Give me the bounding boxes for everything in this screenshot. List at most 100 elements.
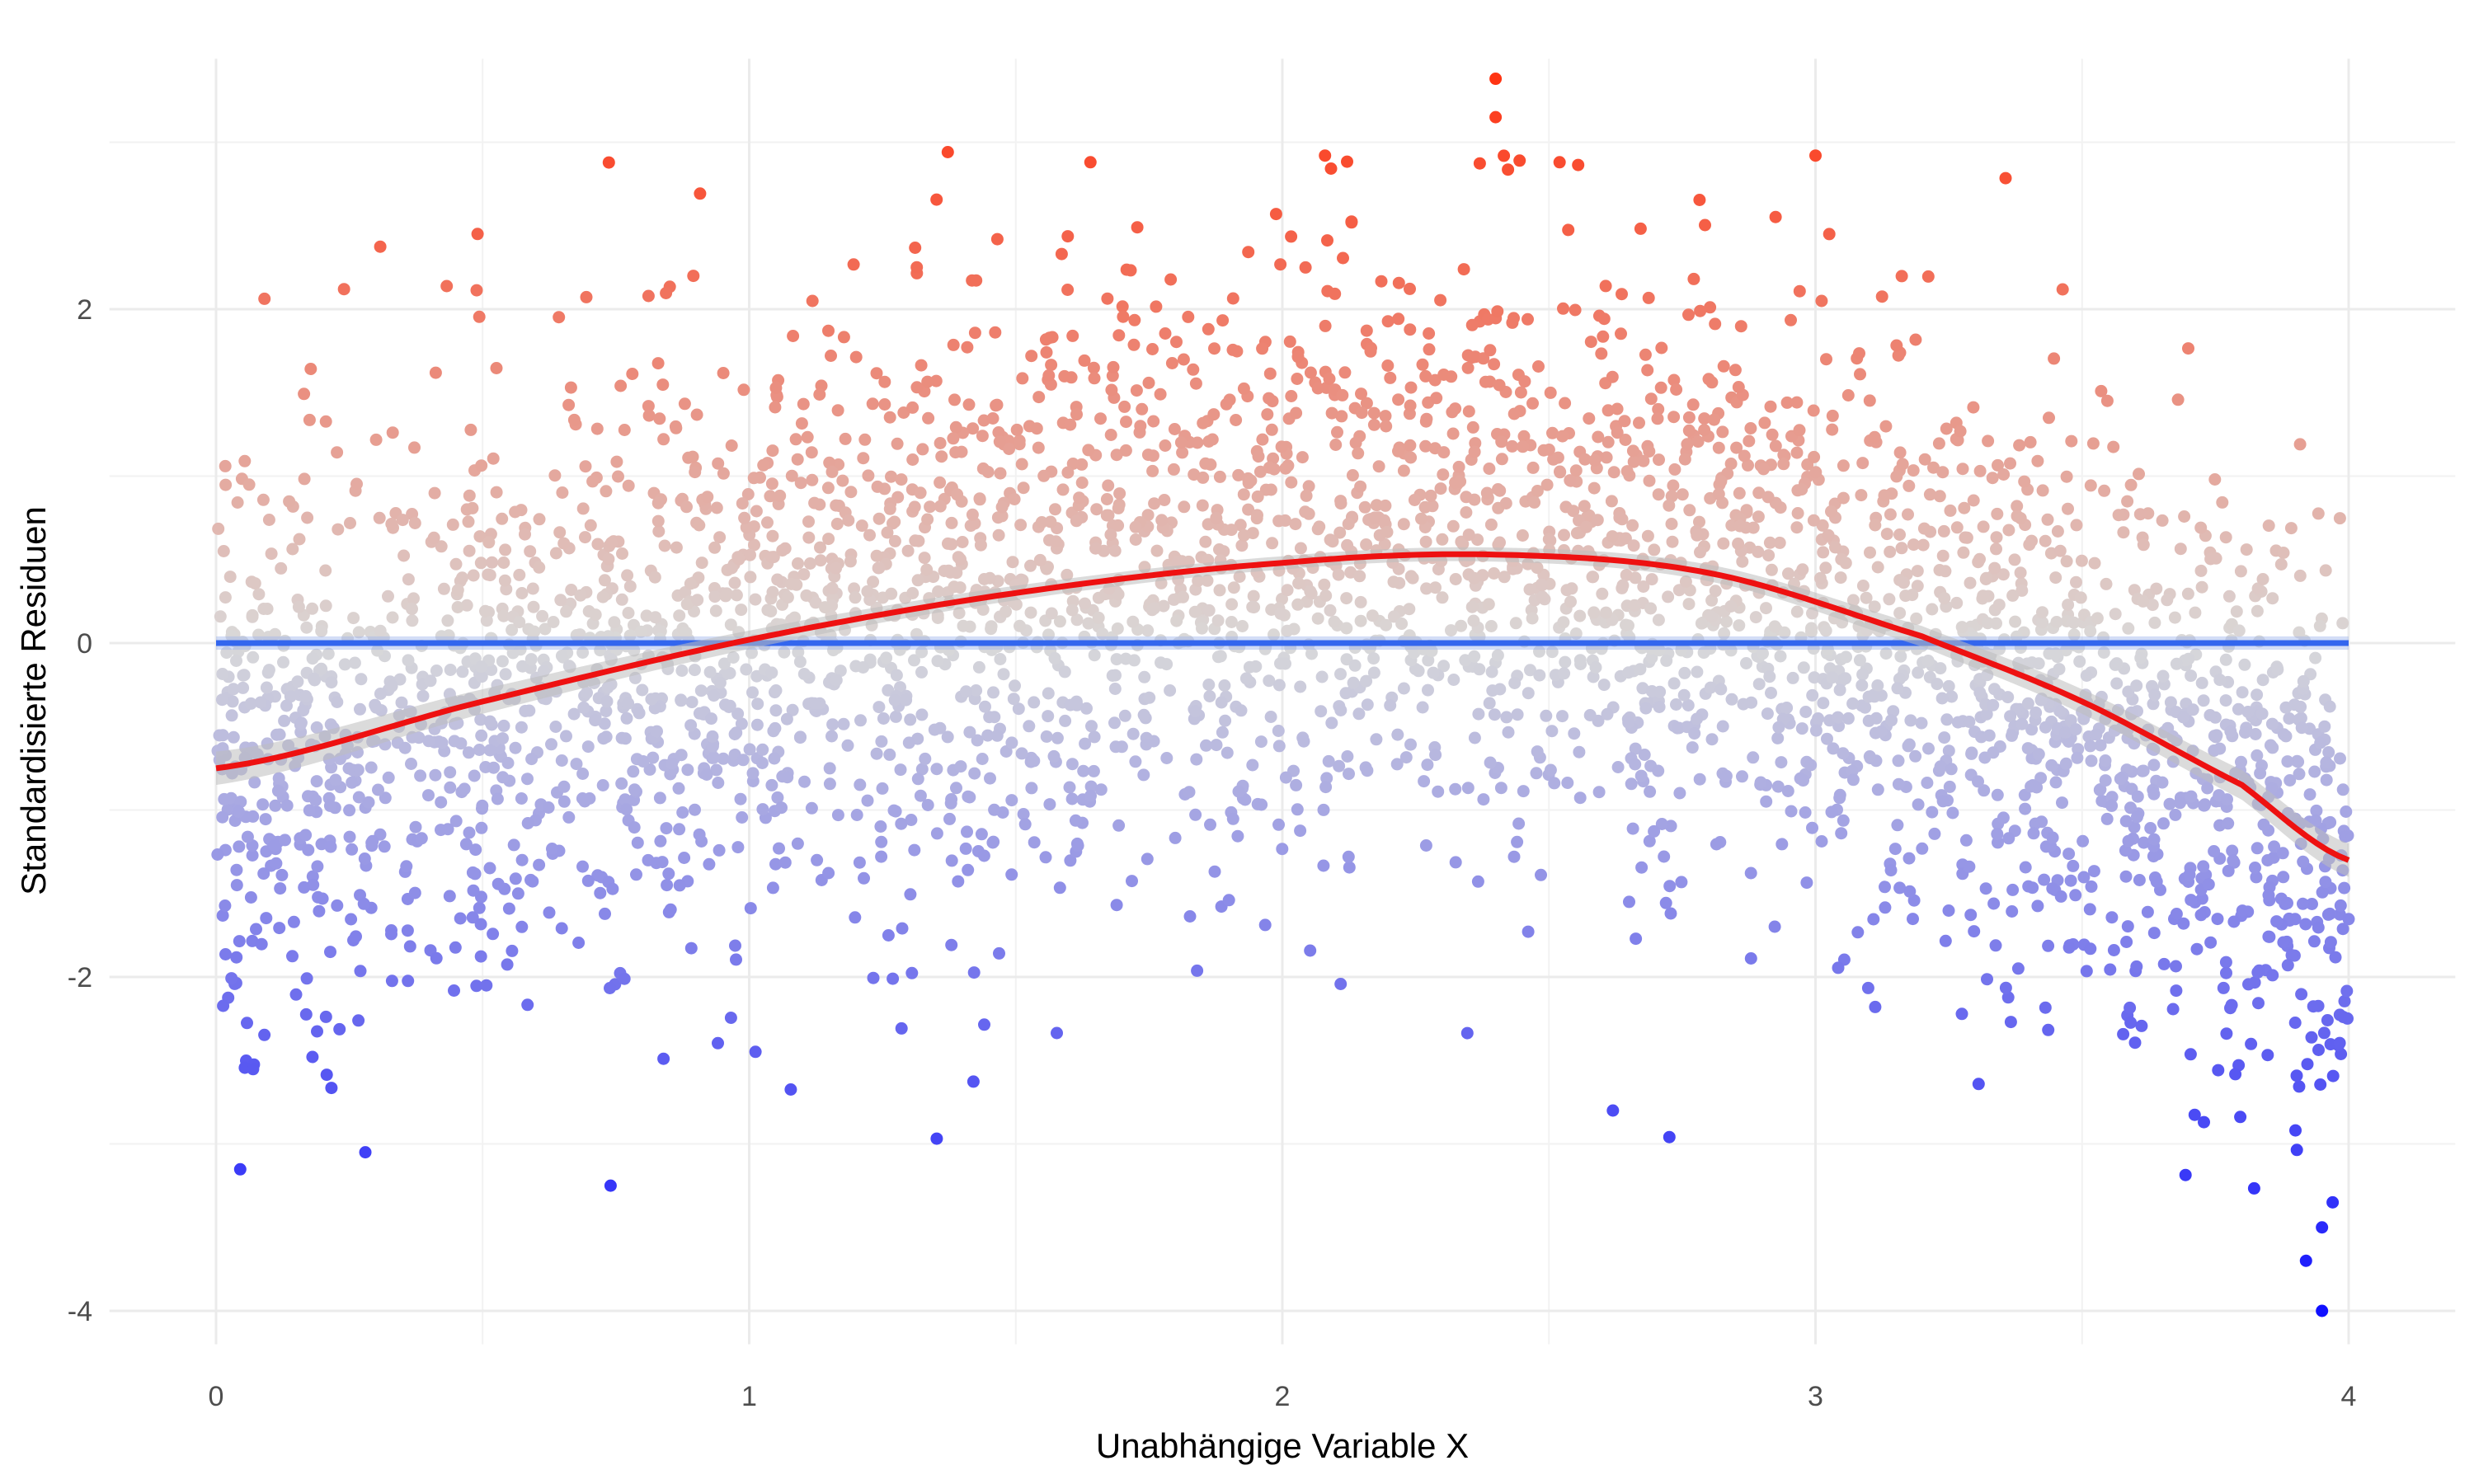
data-point [1747,751,1760,764]
data-point [600,695,614,708]
data-point [460,599,473,612]
data-point [1589,661,1602,674]
data-point [1140,738,1153,751]
data-point [355,673,368,686]
data-point [1893,446,1907,459]
data-point [1120,416,1132,429]
data-point [1353,570,1366,583]
data-point [1997,468,2011,481]
data-point [1263,367,1277,380]
data-point [306,602,319,615]
data-point [1782,567,1794,580]
data-point [1921,270,1935,283]
data-point [252,628,265,641]
data-point [724,1012,737,1024]
data-point [2266,592,2279,605]
data-point [1340,622,1353,635]
data-point [2312,1044,2325,1056]
data-point [730,589,743,602]
data-point [1927,461,1940,474]
data-point [1311,523,1324,536]
data-point [1408,494,1421,506]
data-point [785,577,798,590]
data-point [684,942,698,955]
data-point [1757,647,1769,660]
data-point [1088,730,1101,744]
data-point [1141,852,1154,866]
data-point [2303,788,2316,801]
data-point [1202,322,1215,336]
data-point [589,714,602,727]
data-point [2107,440,2120,453]
data-point [299,829,313,842]
data-point [1226,343,1239,356]
data-point [319,599,332,613]
data-point [1736,555,1749,568]
data-point [302,843,315,857]
data-point [1147,415,1160,428]
data-point [2039,1001,2052,1014]
data-point [1665,518,1678,530]
data-point [1973,686,1987,699]
data-point [657,433,670,446]
data-point [935,450,948,463]
data-point [1643,474,1656,487]
data-point [823,777,836,791]
data-point [2295,721,2308,735]
data-point [220,646,233,660]
data-point [2043,411,2055,425]
data-point [2059,726,2072,739]
data-point [1732,381,1745,393]
data-point [1972,1078,1985,1091]
data-point [1104,528,1117,541]
data-point [2036,606,2048,619]
data-point [1620,465,1634,478]
data-point [1893,528,1906,541]
data-point [1429,749,1442,762]
data-point [1109,740,1122,754]
y-tick-label: 2 [77,294,92,326]
data-point [839,432,852,445]
data-point [2183,868,2196,881]
data-point [895,817,908,830]
data-point [2202,878,2215,891]
data-point [741,488,755,500]
data-point [825,465,839,478]
data-point [1064,854,1077,867]
data-point [1846,773,1860,787]
data-point [287,915,300,928]
data-point [1110,448,1123,462]
data-point [1107,360,1120,373]
data-point [2185,894,2198,907]
data-point [712,1036,724,1050]
data-point [440,279,454,293]
data-point [806,294,819,308]
data-point [1290,778,1303,791]
data-point [934,437,947,449]
data-point [2133,874,2146,886]
data-point [2224,725,2237,738]
data-point [1465,600,1479,613]
data-point [486,556,499,569]
data-point [2251,688,2264,702]
data-point [2001,691,2015,704]
data-point [464,423,477,436]
data-point [1274,657,1286,670]
data-point [524,545,537,558]
data-point [914,486,927,500]
data-point [814,541,826,554]
data-point [1634,663,1647,676]
data-point [995,500,1009,514]
data-point [473,310,486,323]
data-point [1695,617,1708,630]
data-point [1964,909,1978,922]
data-point [476,799,489,812]
data-point [1678,453,1691,466]
data-point [499,668,512,681]
data-point [1246,758,1259,772]
data-point [2309,651,2322,665]
data-point [1769,210,1782,223]
data-point [1681,438,1694,451]
data-point [1399,751,1413,764]
data-point [467,884,480,897]
